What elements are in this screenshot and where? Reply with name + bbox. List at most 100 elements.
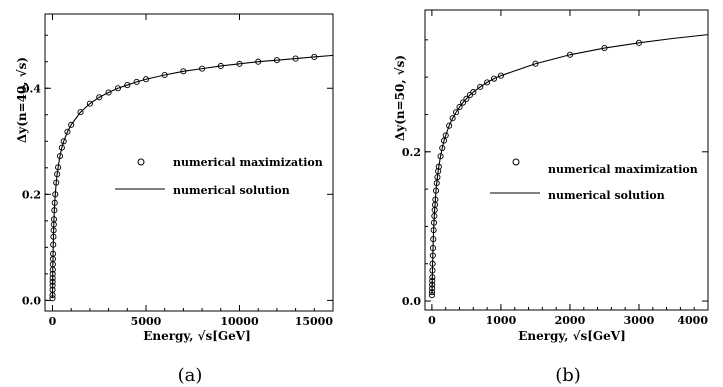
x-tick-label-b-2: 2000 <box>555 314 586 327</box>
x-tick-label-b-0: 0 <box>428 314 436 327</box>
data-point-a-19 <box>53 179 60 186</box>
y-tick-label-b-1: 0.2 <box>402 146 421 159</box>
data-point-a-10 <box>49 250 57 257</box>
data-point-b-11 <box>430 227 437 234</box>
data-point-a-6 <box>49 270 56 277</box>
data-point-a-27 <box>77 109 84 116</box>
data-point-a-39 <box>236 60 243 67</box>
data-point-b-2 <box>429 285 436 292</box>
data-point-b-34 <box>477 83 484 90</box>
data-point-b-5 <box>429 274 436 281</box>
data-point-a-4 <box>49 278 56 285</box>
legend-marker-circle-b <box>512 158 520 166</box>
series-line-numerical-solution-a <box>51 54 334 299</box>
tick-marks-a <box>45 14 334 311</box>
tick-marks-b <box>425 10 709 310</box>
data-point-b-24 <box>440 137 448 144</box>
data-point-b-41 <box>635 39 643 46</box>
data-point-b-27 <box>449 115 456 122</box>
plot-frame-b <box>424 9 709 311</box>
data-point-b-32 <box>466 92 473 99</box>
legend-label-solution-b: numerical solution <box>548 189 665 202</box>
data-point-a-3 <box>49 282 56 289</box>
data-point-a-16 <box>51 207 58 214</box>
x-tick-label-a-0: 0 <box>49 315 57 328</box>
data-point-a-0 <box>49 295 56 302</box>
data-point-b-7 <box>429 260 436 267</box>
data-point-b-31 <box>463 95 470 102</box>
data-point-b-9 <box>429 245 437 252</box>
data-point-a-17 <box>51 199 58 206</box>
data-point-b-13 <box>431 212 438 220</box>
data-point-a-26 <box>68 121 75 128</box>
data-point-a-33 <box>133 78 140 85</box>
data-point-b-22 <box>437 153 444 160</box>
x-tick-label-a-1: 5000 <box>131 315 162 328</box>
y-tick-label-a-2: 0.4 <box>22 82 41 95</box>
x-axis-label-a: Energy, √s[GeV] <box>143 329 251 343</box>
chart-panel-a: 0 5000 10000 15000 0.0 0.2 0.4 Energy, √s[GeV]… <box>15 13 334 386</box>
data-point-a-43 <box>311 53 318 61</box>
x-tick-label-b-1: 1000 <box>486 314 517 327</box>
data-point-b-8 <box>429 252 436 259</box>
data-point-b-18 <box>433 180 440 187</box>
data-point-b-23 <box>439 145 446 152</box>
data-point-b-19 <box>434 174 441 181</box>
plot-frame-a <box>44 13 334 312</box>
data-point-b-29 <box>456 103 463 111</box>
data-point-a-34 <box>142 76 150 83</box>
data-point-b-39 <box>566 51 574 58</box>
legend-b: numerical maximization numerical solutio… <box>490 158 698 202</box>
tick-labels-a: 0 5000 10000 15000 0.0 0.2 0.4 <box>22 82 333 328</box>
data-point-a-13 <box>50 227 57 234</box>
data-point-a-2 <box>49 286 56 293</box>
data-point-a-37 <box>199 65 206 72</box>
data-point-b-0 <box>428 292 436 299</box>
y-tick-label-b-0: 0.0 <box>402 295 421 308</box>
data-point-a-42 <box>292 55 299 62</box>
data-point-b-20 <box>435 168 442 175</box>
data-point-a-22 <box>56 153 64 160</box>
data-point-a-31 <box>114 85 121 92</box>
data-point-b-6 <box>429 267 436 274</box>
data-point-b-21 <box>435 163 442 170</box>
data-point-a-32 <box>124 82 131 89</box>
data-point-b-26 <box>446 122 453 129</box>
data-point-b-38 <box>532 60 539 67</box>
legend-label-maximization-b: numerical maximization <box>548 163 698 176</box>
data-point-a-18 <box>52 191 59 198</box>
x-tick-label-a-2: 10000 <box>220 315 259 328</box>
data-point-a-28 <box>86 100 93 107</box>
series-b <box>428 34 709 299</box>
data-point-b-40 <box>601 45 608 52</box>
y-axis-label-a: Δy(n=40, √s) <box>15 57 29 143</box>
caption-a: (a) <box>178 365 203 386</box>
data-point-a-41 <box>273 57 280 64</box>
x-axis-label-b: Energy, √s[GeV] <box>518 329 626 343</box>
data-point-b-1 <box>428 289 436 296</box>
data-point-b-30 <box>459 99 467 106</box>
x-tick-label-b-4: 4000 <box>677 314 708 327</box>
y-axis-label-b: Δy(n=50, √s) <box>393 55 407 141</box>
tick-labels-b: 0 1000 2000 3000 4000 0.0 0.2 <box>402 146 708 327</box>
data-point-a-38 <box>217 62 224 70</box>
data-point-a-5 <box>49 275 56 282</box>
legend-label-maximization-a: numerical maximization <box>173 156 323 169</box>
data-point-a-24 <box>60 138 67 145</box>
data-point-b-37 <box>497 72 504 79</box>
data-point-a-29 <box>96 94 103 101</box>
data-point-b-33 <box>470 89 477 96</box>
caption-b: (b) <box>555 365 581 386</box>
y-tick-label-a-1: 0.2 <box>22 188 41 201</box>
data-point-a-36 <box>180 68 187 75</box>
data-point-a-23 <box>58 144 65 151</box>
data-point-b-10 <box>430 236 437 243</box>
data-point-b-4 <box>429 277 436 284</box>
data-point-b-16 <box>432 196 439 203</box>
legend-marker-circle-a <box>137 158 145 166</box>
series-a <box>49 53 334 302</box>
data-point-a-35 <box>161 71 168 79</box>
legend-label-solution-a: numerical solution <box>173 184 290 197</box>
